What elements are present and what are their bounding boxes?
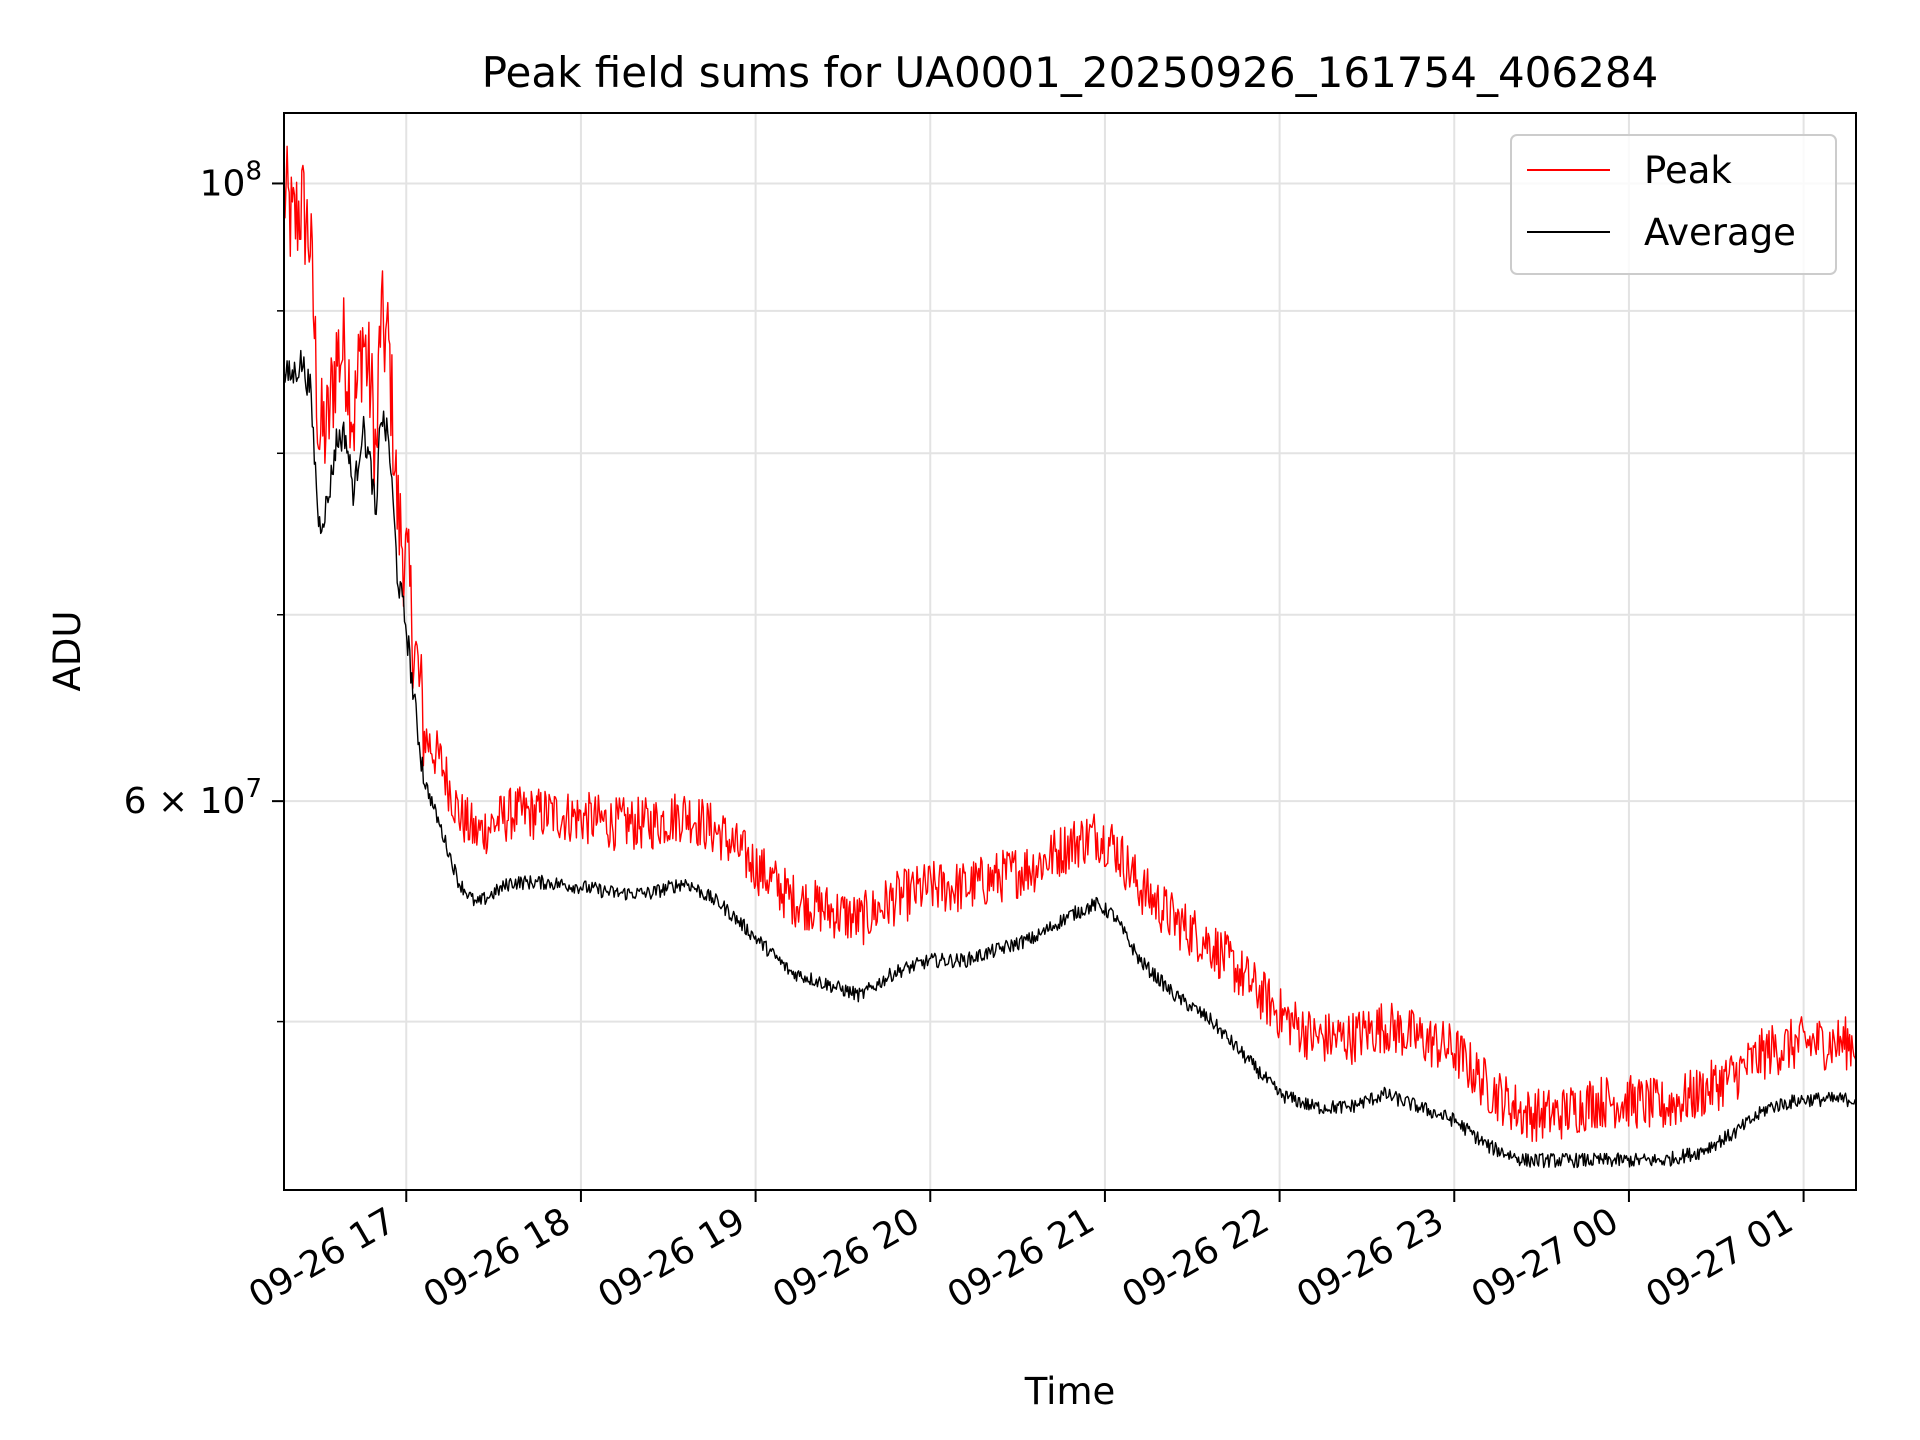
plot-frame xyxy=(283,112,1857,1191)
legend-label-average: Average xyxy=(1644,211,1796,254)
y-tick-label-base: 10 xyxy=(200,163,246,204)
y-tick-label-exponent: 7 xyxy=(245,774,262,804)
legend: Peak Average xyxy=(1510,134,1837,275)
y-tick-label-base: 10 xyxy=(200,781,246,822)
y-tick-label: 6 × 107 xyxy=(124,774,262,822)
y-axis-label: ADU xyxy=(46,611,89,692)
series-line-peak xyxy=(283,145,1857,1143)
y-tick-label-exponent: 8 xyxy=(245,156,262,186)
chart-title: Peak field sums for UA0001_20250926_1617… xyxy=(482,48,1659,97)
x-axis-label: Time xyxy=(1024,1370,1116,1413)
y-tick-label: 108 xyxy=(200,156,262,204)
series-layer xyxy=(283,145,1857,1169)
legend-label-peak: Peak xyxy=(1644,149,1732,192)
y-tick-label-prefix: 6 × xyxy=(124,781,200,822)
series-line-average xyxy=(283,349,1857,1169)
